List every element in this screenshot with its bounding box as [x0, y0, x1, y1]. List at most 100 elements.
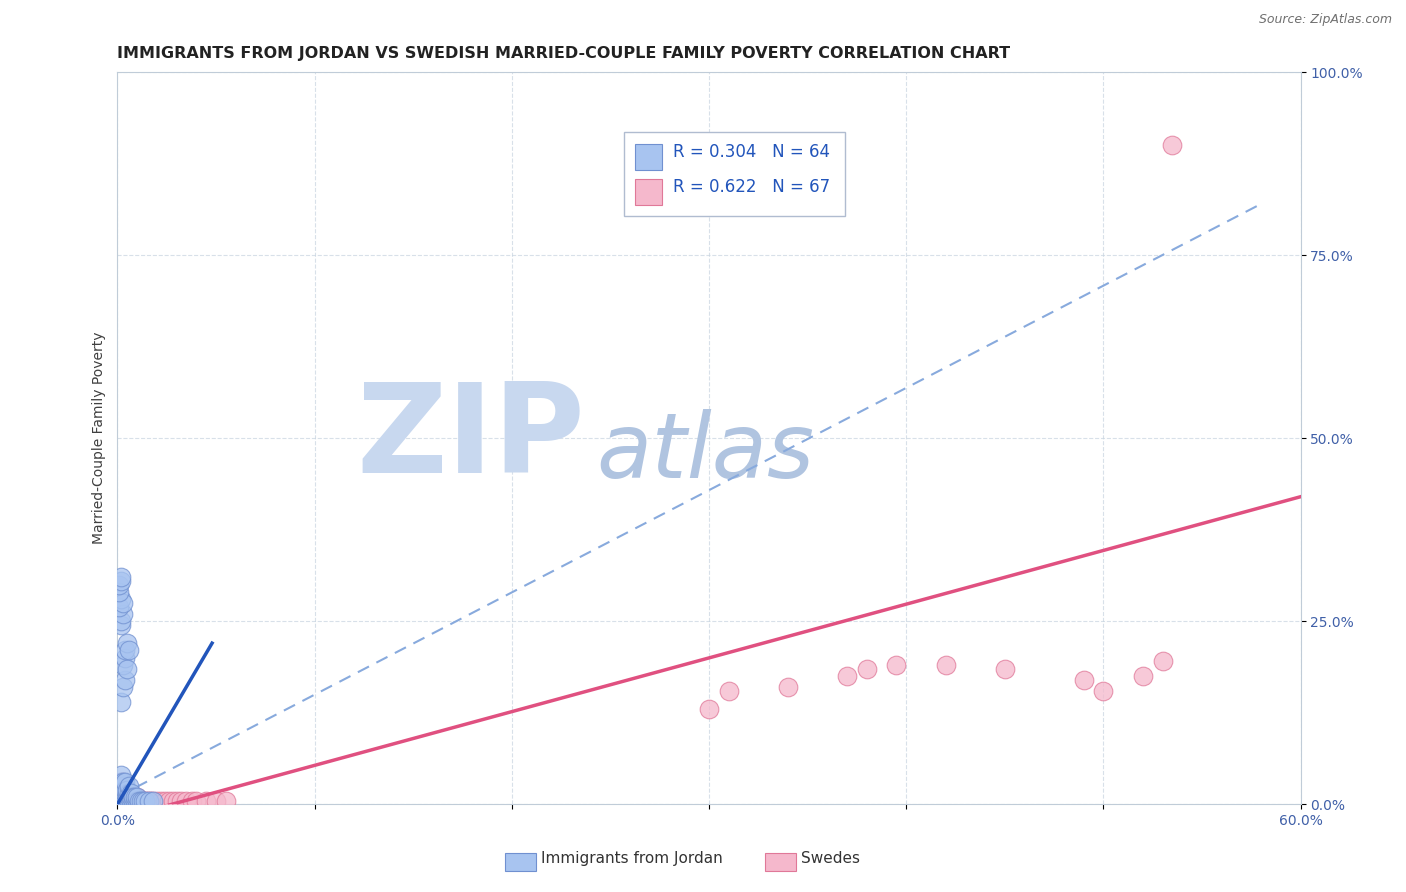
Point [114, 786, 136, 800]
Point [136, 793, 159, 807]
Point [114, 786, 136, 800]
Point [127, 789, 149, 804]
Point [112, 596, 135, 610]
Point [110, 789, 132, 804]
Text: ZIP: ZIP [356, 377, 585, 499]
Point [186, 793, 208, 807]
Text: Source: ZipAtlas.com: Source: ZipAtlas.com [1258, 13, 1392, 27]
Point [118, 793, 141, 807]
Point [117, 662, 139, 676]
Point [146, 793, 169, 807]
Point [176, 793, 198, 807]
Point [127, 793, 149, 807]
Point [124, 793, 146, 807]
Point [112, 779, 135, 793]
Point [108, 577, 131, 591]
Point [215, 793, 238, 807]
Point [112, 782, 135, 797]
Point [112, 789, 135, 804]
Point [112, 782, 135, 797]
Text: R = 0.622   N = 67: R = 0.622 N = 67 [673, 178, 831, 195]
Point [110, 786, 132, 800]
Point [114, 673, 136, 687]
Point [139, 793, 162, 807]
Point [132, 793, 155, 807]
Point [205, 793, 228, 807]
Point [108, 789, 131, 804]
Point [122, 789, 145, 804]
Point [157, 793, 180, 807]
Point [114, 782, 136, 797]
Point [118, 793, 141, 807]
Point [855, 662, 877, 676]
Point [110, 782, 132, 797]
Point [108, 793, 131, 807]
Point [112, 779, 135, 793]
Point [120, 793, 142, 807]
Point [112, 658, 135, 673]
Point [114, 789, 136, 804]
Point [117, 786, 139, 800]
Point [112, 786, 135, 800]
Point [108, 599, 131, 614]
Point [114, 643, 136, 657]
Point [110, 779, 132, 793]
Point [195, 793, 218, 807]
Point [127, 793, 149, 807]
Point [138, 793, 160, 807]
Point [110, 592, 132, 607]
Point [117, 789, 139, 804]
Point [110, 695, 132, 709]
Point [110, 793, 132, 807]
Point [118, 786, 141, 800]
Point [112, 793, 135, 807]
Point [117, 782, 139, 797]
Point [110, 793, 132, 807]
Point [134, 793, 156, 807]
Point [108, 782, 131, 797]
Point [114, 650, 136, 665]
Point [112, 789, 135, 804]
Point [134, 793, 156, 807]
Point [1132, 669, 1154, 683]
Y-axis label: Married-Couple Family Poverty: Married-Couple Family Poverty [93, 332, 107, 544]
Point [1073, 673, 1095, 687]
Point [162, 793, 184, 807]
Point [114, 793, 136, 807]
Point [124, 789, 146, 804]
Point [110, 775, 132, 789]
Point [118, 789, 141, 804]
Point [118, 643, 141, 657]
Point [128, 793, 150, 807]
Point [118, 789, 141, 804]
Point [112, 793, 135, 807]
Point [132, 793, 155, 807]
Point [110, 789, 132, 804]
Point [110, 782, 132, 797]
Point [129, 793, 152, 807]
Point [117, 786, 139, 800]
Point [166, 793, 188, 807]
Text: atlas: atlas [596, 409, 814, 497]
Point [138, 793, 160, 807]
Point [118, 786, 141, 800]
Text: Swedes: Swedes [801, 851, 860, 866]
Point [149, 793, 172, 807]
Point [110, 779, 132, 793]
Point [117, 789, 139, 804]
Point [1152, 655, 1174, 669]
Point [108, 789, 131, 804]
Text: R = 0.304   N = 64: R = 0.304 N = 64 [673, 143, 830, 161]
Point [120, 789, 142, 804]
Point [117, 793, 139, 807]
Point [122, 789, 145, 804]
Point [142, 793, 165, 807]
Point [120, 793, 142, 807]
Point [935, 658, 957, 673]
Point [110, 775, 132, 789]
Text: IMMIGRANTS FROM JORDAN VS SWEDISH MARRIED-COUPLE FAMILY POVERTY CORRELATION CHAR: IMMIGRANTS FROM JORDAN VS SWEDISH MARRIE… [118, 46, 1011, 62]
Point [108, 585, 131, 599]
Point [835, 669, 858, 683]
Point [108, 786, 131, 800]
Point [776, 680, 799, 694]
